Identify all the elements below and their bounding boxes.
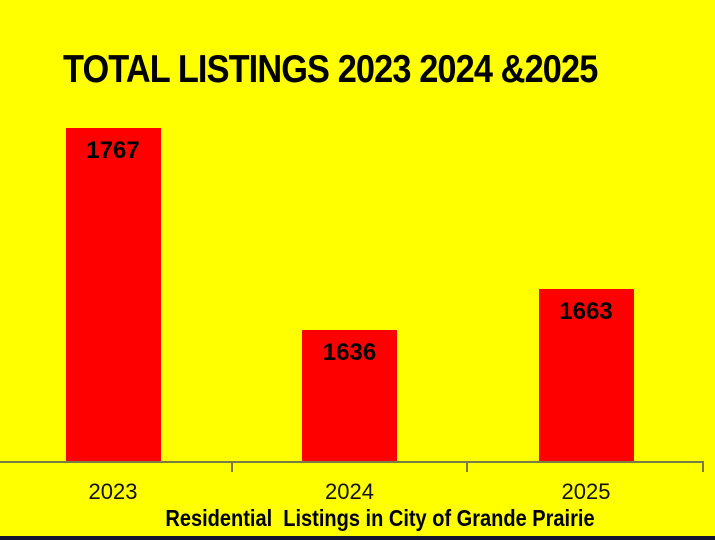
x-axis-line <box>0 461 704 463</box>
x-axis-tick <box>466 463 468 472</box>
bar-value-label-2025: 1663 <box>559 298 613 325</box>
x-axis-tick <box>702 463 704 472</box>
bar-2024: 1636 <box>302 330 397 463</box>
x-axis-label-2023: 2023 <box>88 479 138 504</box>
x-axis-label-2025: 2025 <box>561 479 611 504</box>
x-axis-tick <box>231 463 233 472</box>
x-axis-label-2024: 2024 <box>325 479 374 504</box>
bar-value-label-2023: 1767 <box>86 137 140 164</box>
bottom-banner <box>0 536 715 540</box>
bar-2023: 1767 <box>65 128 161 463</box>
chart-title: TOTAL LISTINGS 2023 2024 &2025 <box>63 48 598 91</box>
chart-caption: Residential Listings in City of Grande P… <box>165 505 595 531</box>
bar-2025: 1663 <box>538 289 634 463</box>
bar-value-label-2024: 1636 <box>322 339 377 366</box>
